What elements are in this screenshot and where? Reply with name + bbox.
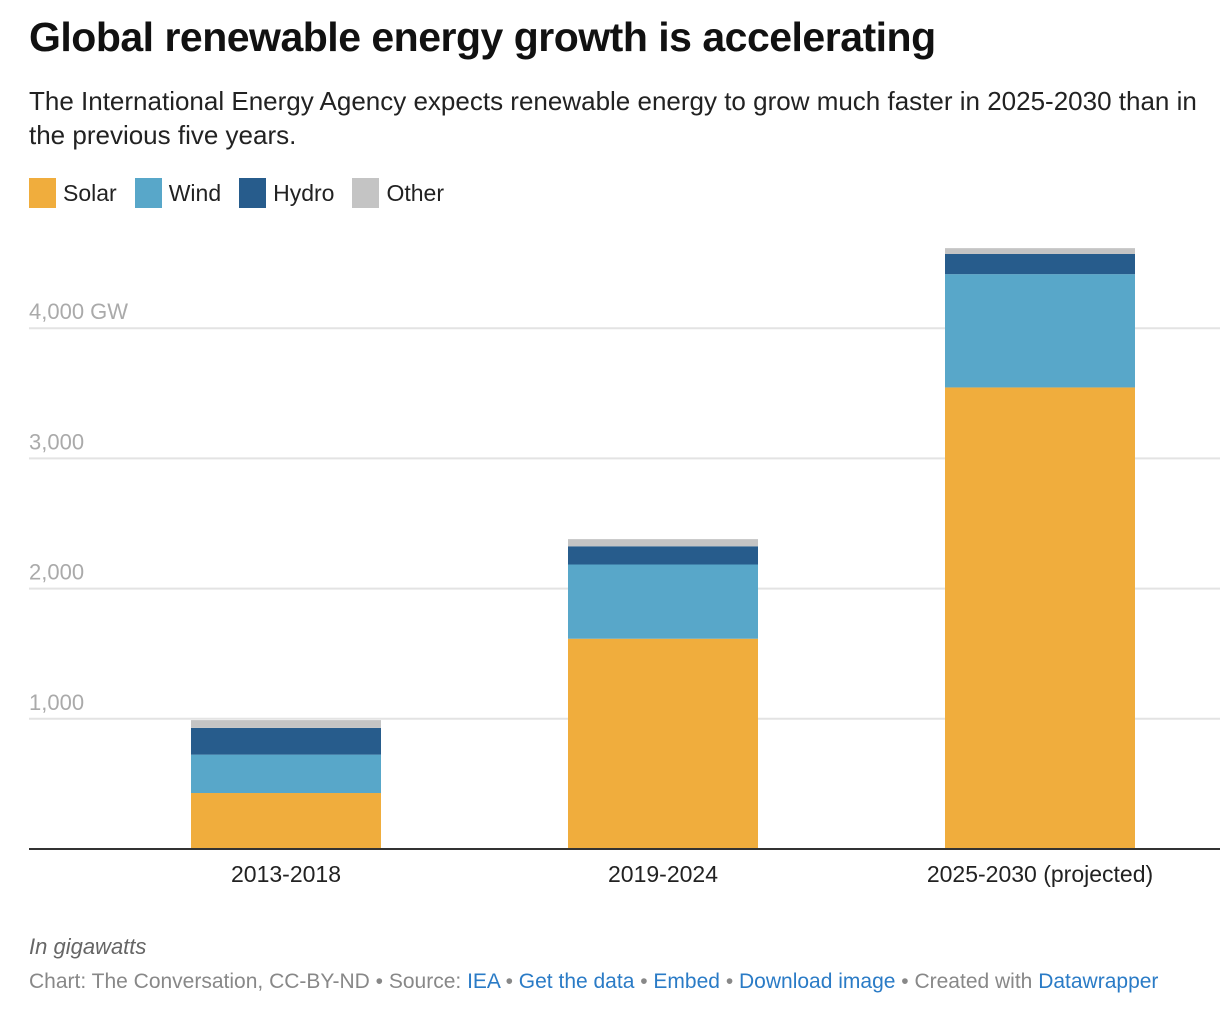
unit-note: In gigawatts	[29, 934, 147, 959]
bar-segment-wind	[191, 754, 381, 794]
bar-segment-hydro	[945, 253, 1135, 275]
bar-segment-other	[191, 720, 381, 728]
bar-segment-hydro	[191, 727, 381, 755]
get-data-link[interactable]: Get the data	[518, 970, 635, 993]
legend-item-other: Other	[352, 178, 444, 208]
embed-link[interactable]: Embed	[653, 970, 720, 993]
separator: •	[499, 970, 519, 993]
legend-label: Hydro	[273, 179, 335, 206]
legend-swatch	[134, 178, 162, 208]
separator: •	[369, 970, 389, 993]
x-tick-label: 2013-2018	[231, 861, 341, 887]
source-link[interactable]: IEA	[467, 970, 500, 993]
bar-segment-solar	[568, 638, 758, 849]
download-image-link[interactable]: Download image	[739, 970, 896, 993]
legend-item-hydro: Hydro	[239, 178, 334, 208]
legend-label: Other	[386, 179, 444, 206]
bar-segment-solar	[191, 793, 381, 849]
legend-swatch	[239, 178, 267, 208]
y-tick-label: 3,000	[29, 429, 84, 454]
datawrapper-link[interactable]: Datawrapper	[1038, 970, 1159, 993]
separator: •	[634, 970, 654, 993]
legend: Solar Wind Hydro Other	[29, 178, 444, 208]
legend-item-wind: Wind	[134, 178, 222, 208]
chart-subtitle: The International Energy Agency expects …	[29, 86, 1197, 150]
separator: •	[725, 970, 739, 993]
source-label: Source:	[388, 970, 468, 993]
bar-segment-wind	[568, 564, 758, 639]
stacked-bar-chart: 1,000 2,000 3,000 4,000 GW 2013-2018 2019-202…	[29, 248, 1220, 887]
separator: •	[895, 970, 915, 993]
bar-segment-hydro	[568, 546, 758, 565]
legend-swatch	[352, 178, 380, 208]
y-tick-label: 2,000	[29, 560, 84, 585]
credits: Chart: The Conversation, CC-BY-ND • Sour…	[29, 970, 1158, 994]
chart-credit: Chart: The Conversation, CC-BY-ND	[29, 970, 370, 993]
legend-label: Wind	[168, 179, 222, 206]
bar-segment-other	[945, 248, 1135, 254]
legend-swatch	[29, 178, 56, 208]
chart-title: Global renewable energy growth is accele…	[29, 14, 936, 60]
y-tick-label: 4,000 GW	[29, 299, 128, 324]
y-tick-label: 1,000	[29, 690, 84, 715]
bar-segment-other	[568, 539, 758, 547]
bar-segment-solar	[945, 387, 1135, 849]
bar-segment-wind	[945, 274, 1135, 388]
x-tick-label: 2019-2024	[608, 861, 718, 887]
legend-item-solar: Solar	[29, 178, 117, 208]
x-tick-label: 2025-2030 (projected)	[927, 861, 1153, 887]
created-with-label: Created with	[914, 970, 1039, 993]
legend-label: Solar	[63, 179, 117, 206]
